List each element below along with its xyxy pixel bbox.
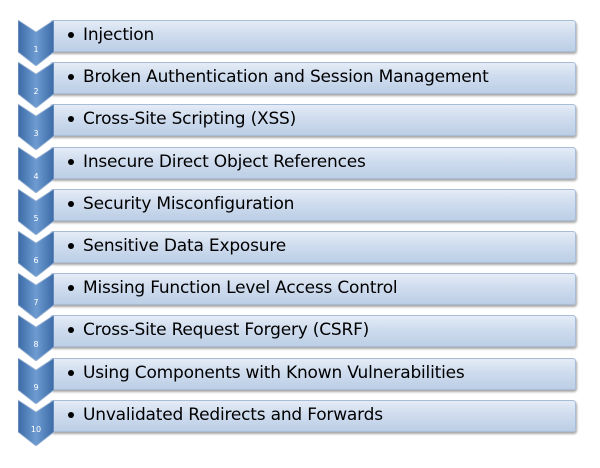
item-bar: Sensitive Data Exposure [50, 231, 576, 263]
item-number: 6 [33, 256, 39, 265]
list-item: Unvalidated Redirects and Forwards 10 [0, 399, 600, 446]
chevron-down-icon [18, 20, 54, 66]
item-number: 10 [30, 424, 42, 434]
item-bar: Cross-Site Request Forgery (CSRF) [50, 315, 576, 348]
chevron-down-icon [18, 357, 54, 404]
item-bar: Using Components with Known Vulnerabilit… [50, 357, 576, 390]
item-bar: Cross-Site Scripting (XSS) [50, 104, 576, 137]
list-item: Cross-Site Request Forgery (CSRF) 8 [0, 315, 600, 362]
item-bar: Missing Function Level Access Control [50, 273, 576, 306]
item-number: 5 [33, 213, 39, 223]
bullet-icon [68, 369, 74, 376]
chevron-down-icon [18, 399, 54, 446]
bullet-icon [68, 158, 74, 165]
bullet-icon [68, 32, 74, 38]
bullet-icon [68, 116, 74, 123]
item-label: Missing Function Level Access Control [83, 278, 398, 299]
list-item: Cross-Site Scripting (XSS) 3 [0, 104, 600, 151]
item-label: Broken Authentication and Session Manage… [83, 67, 489, 88]
list-item: Security Misconfiguration 5 [0, 188, 600, 235]
item-number: 7 [33, 298, 39, 308]
item-label: Sensitive Data Exposure [83, 236, 287, 256]
bullet-icon [68, 74, 74, 81]
item-number: 1 [33, 45, 39, 54]
item-label: Insecure Direct Object References [83, 151, 366, 172]
item-bar: Injection [50, 20, 576, 52]
item-label: Unvalidated Redirects and Forwards [83, 404, 383, 425]
list-item: Injection 1 [0, 20, 600, 66]
list-item: Broken Authentication and Session Manage… [0, 62, 600, 109]
item-bar: Broken Authentication and Session Manage… [50, 62, 576, 95]
chevron-down-icon [18, 146, 54, 193]
chevron-down-icon [18, 273, 54, 320]
item-number: 3 [33, 129, 39, 139]
chevron-down-icon [18, 104, 54, 151]
item-label: Cross-Site Scripting (XSS) [83, 109, 297, 130]
item-number: 8 [33, 340, 39, 350]
bullet-icon [68, 243, 74, 249]
item-number: 9 [33, 382, 39, 392]
bullet-icon [68, 327, 74, 334]
bullet-icon [68, 411, 74, 418]
item-bar: Security Misconfiguration [50, 188, 576, 221]
item-label: Security Misconfiguration [83, 193, 295, 214]
bullet-icon [68, 200, 74, 207]
chevron-down-icon [18, 188, 54, 235]
item-bar: Insecure Direct Object References [50, 146, 576, 179]
item-label: Injection [83, 25, 155, 45]
bullet-icon [68, 285, 74, 292]
list-item: Using Components with Known Vulnerabilit… [0, 357, 600, 404]
item-label: Using Components with Known Vulnerabilit… [83, 362, 465, 383]
item-number: 2 [33, 87, 39, 97]
item-label: Cross-Site Request Forgery (CSRF) [83, 320, 370, 341]
list-item: Insecure Direct Object References 4 [0, 146, 600, 193]
item-bar: Unvalidated Redirects and Forwards [50, 399, 576, 432]
item-number: 4 [33, 171, 39, 181]
list-item: Missing Function Level Access Control 7 [0, 273, 600, 320]
list-item: Sensitive Data Exposure 6 [0, 231, 600, 277]
chevron-down-icon [18, 62, 54, 109]
chevron-down-icon [18, 231, 54, 277]
chevron-down-icon [18, 315, 54, 362]
